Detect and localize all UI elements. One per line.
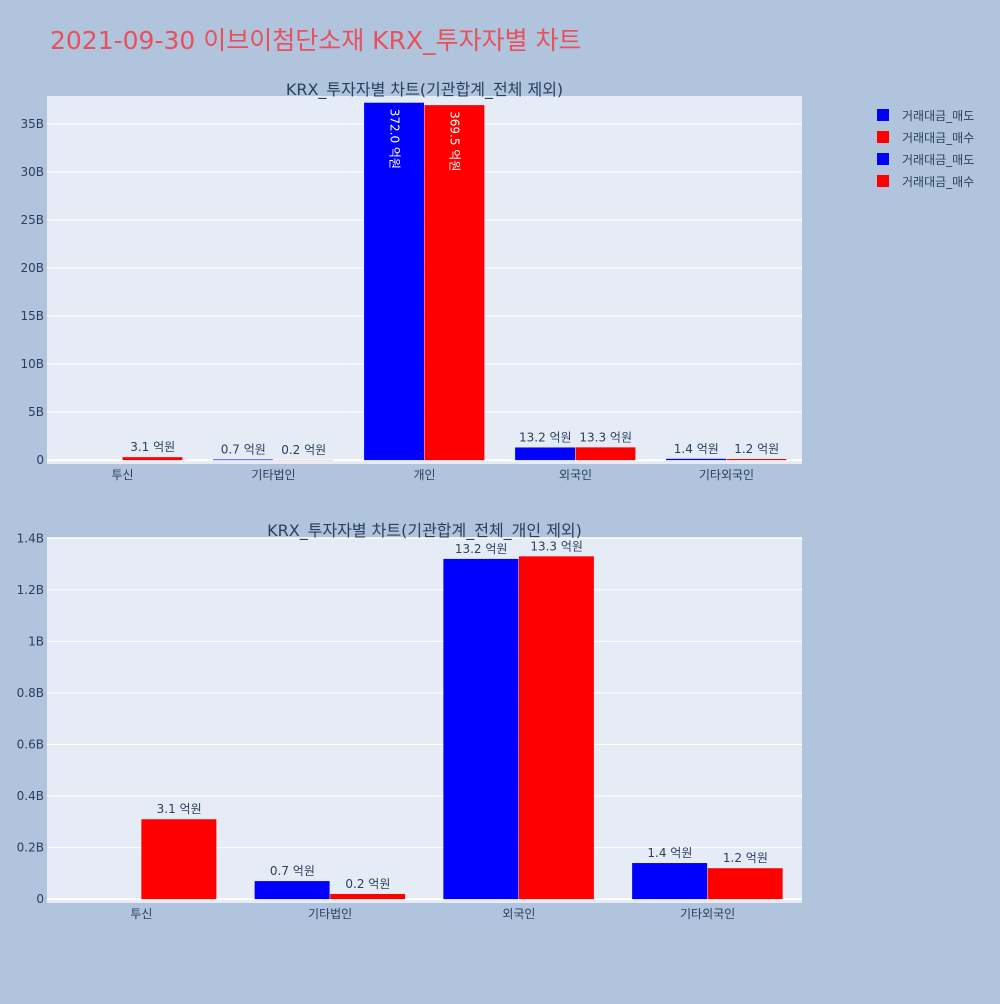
y-tick-label: 15B	[20, 309, 44, 323]
y-tick-label: 1.4B	[17, 531, 44, 545]
x-tick-label: 외국인	[502, 907, 535, 921]
bar-label: 1.2 억원	[734, 442, 779, 456]
bar-label: 372.0 억원	[387, 109, 401, 169]
y-tick-label: 30B	[20, 165, 44, 179]
y-tick-label: 0.4B	[17, 789, 44, 803]
bar[interactable]	[576, 447, 636, 460]
bar-label: 13.2 억원	[519, 430, 572, 444]
y-tick-label: 0.6B	[17, 737, 44, 751]
bar-label: 1.4 억원	[647, 846, 692, 860]
y-tick-label: 10B	[20, 357, 44, 371]
bar[interactable]	[515, 447, 575, 460]
x-tick-label: 개인	[413, 468, 435, 482]
bar[interactable]	[632, 863, 707, 899]
legend-swatch[interactable]	[877, 153, 889, 165]
bar-label: 0.2 억원	[281, 443, 326, 457]
legend-label[interactable]: 거래대금_매수	[902, 175, 974, 189]
chart-bottom: 0 0.2B 0.4B 0.6B 0.8B 1B 1.2B 1.4B KRX_투자자별 차트(기…	[17, 521, 802, 921]
chart-title: KRX_투자자별 차트(기관합계_전체 제외)	[286, 80, 563, 100]
bar[interactable]	[255, 881, 330, 899]
bar[interactable]	[443, 559, 518, 899]
x-tick-label: 기타외국인	[699, 468, 754, 482]
bar[interactable]	[727, 459, 787, 460]
chart-top: 0 5B 10B 15B 20B 25B 30B 35B KRX_투자자별 차트(기관합계_전체…	[20, 80, 802, 482]
y-tick-label: 35B	[20, 117, 44, 131]
legend-swatch[interactable]	[877, 109, 889, 121]
y-tick-label: 25B	[20, 213, 44, 227]
bar-label: 1.2 억원	[723, 851, 768, 865]
legend-label[interactable]: 거래대금_매도	[902, 109, 974, 123]
bar[interactable]	[708, 868, 783, 899]
x-tick-label: 투신	[111, 468, 133, 482]
y-tick-label: 0	[36, 892, 44, 906]
bar-label: 0.7 억원	[221, 442, 266, 456]
x-tick-label: 기타법인	[251, 468, 295, 482]
y-tick-label: 1B	[28, 634, 44, 648]
bar-label: 13.3 억원	[579, 430, 632, 444]
x-tick-label: 외국인	[559, 468, 592, 482]
page-title: 2021-09-30 이브이첨단소재 KRX_투자자별 차트	[50, 26, 582, 55]
bar[interactable]	[330, 894, 405, 899]
bar-label: 369.5 억원	[448, 111, 462, 171]
bar-label: 13.2 억원	[455, 542, 508, 556]
legend-label[interactable]: 거래대금_매도	[902, 153, 974, 167]
y-tick-label: 20B	[20, 261, 44, 275]
bar[interactable]	[141, 819, 216, 899]
bar[interactable]	[213, 459, 273, 460]
chart-title: KRX_투자자별 차트(기관합계_전체_개인 제외)	[267, 521, 582, 541]
x-tick-label: 기타외국인	[680, 907, 735, 921]
y-tick-label: 0.2B	[17, 841, 44, 855]
y-tick-label: 0.8B	[17, 686, 44, 700]
bar[interactable]	[666, 459, 726, 460]
bar[interactable]	[123, 457, 183, 460]
bar-label: 13.3 억원	[530, 539, 583, 553]
bar-label: 3.1 억원	[130, 440, 175, 454]
x-tick-label: 기타법인	[308, 907, 352, 921]
y-tick-label: 0	[36, 453, 44, 467]
y-tick-label: 1.2B	[17, 583, 44, 597]
bar-label: 1.4 억원	[674, 442, 719, 456]
legend-swatch[interactable]	[877, 175, 889, 187]
bar-label: 0.2 억원	[345, 877, 390, 891]
y-tick-label: 5B	[28, 405, 44, 419]
legend-label[interactable]: 거래대금_매수	[902, 131, 974, 145]
x-tick-label: 투신	[130, 907, 152, 921]
bar-label: 3.1 억원	[157, 802, 202, 816]
legend-swatch[interactable]	[877, 131, 889, 143]
bar-label: 0.7 억원	[270, 864, 315, 878]
bar[interactable]	[519, 556, 594, 899]
